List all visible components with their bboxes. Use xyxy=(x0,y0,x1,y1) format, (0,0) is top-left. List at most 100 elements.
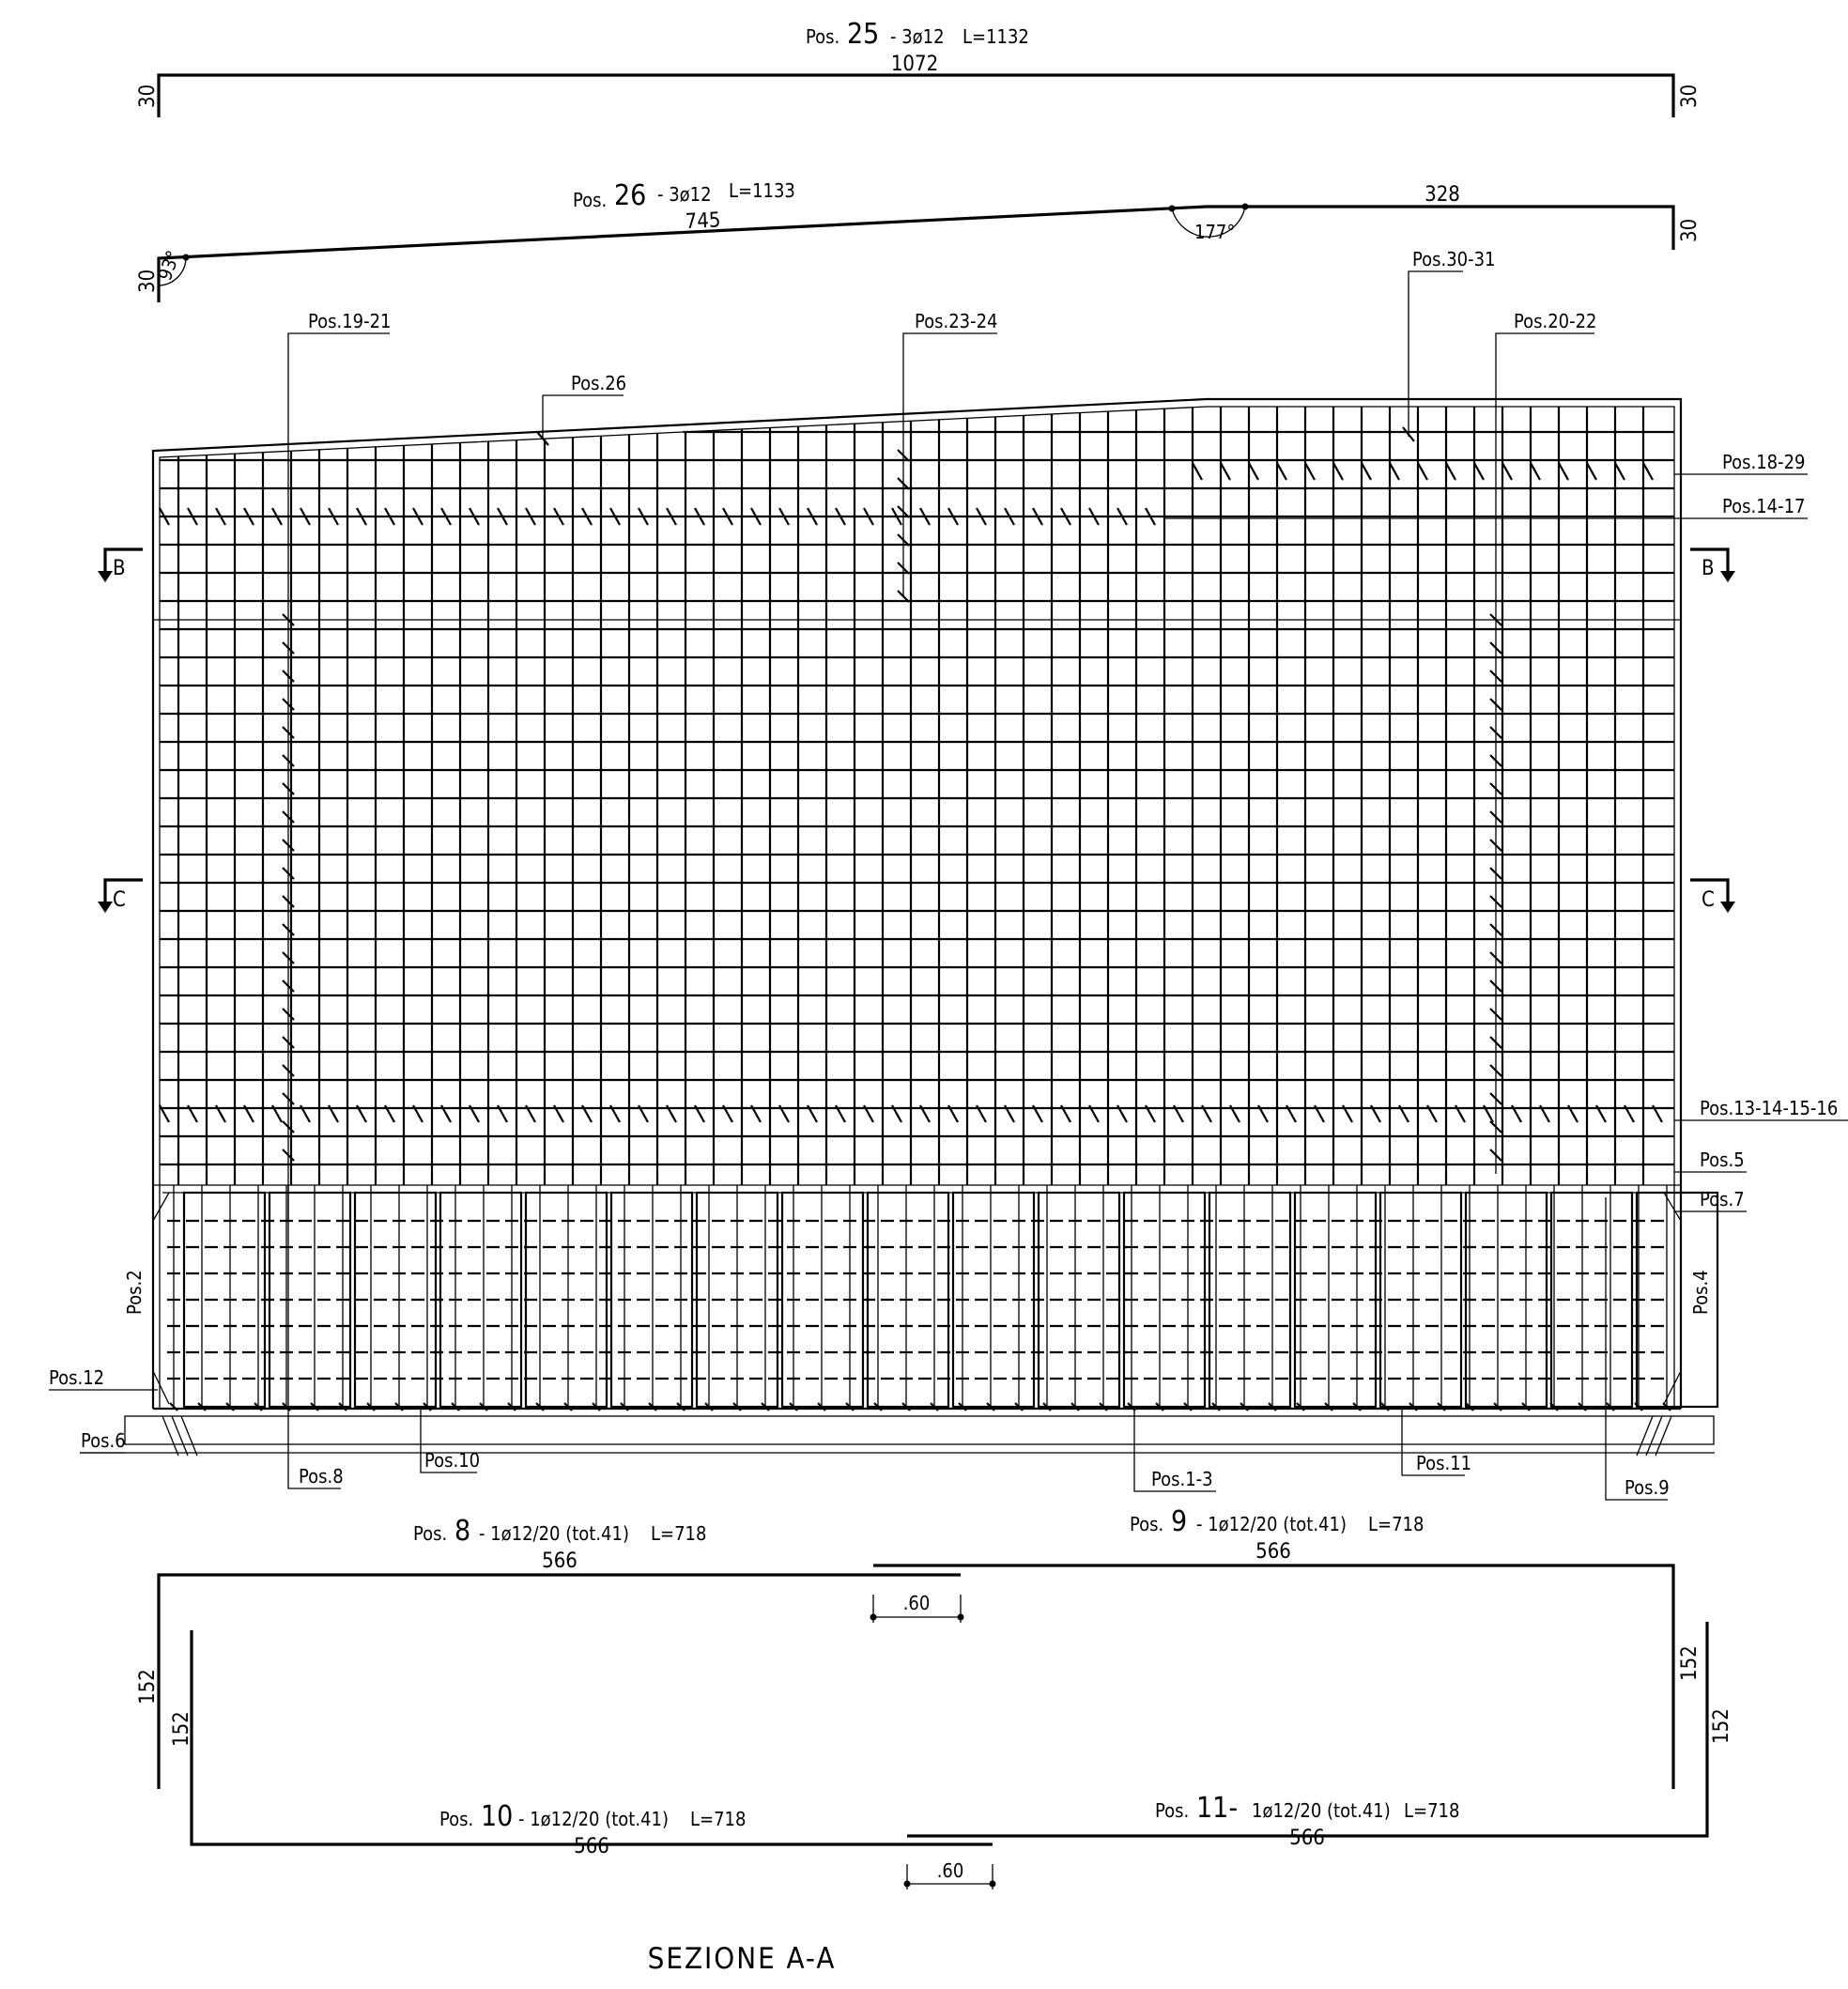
bar-tick xyxy=(1286,1104,1297,1123)
pos8-length: L=718 xyxy=(651,1522,706,1545)
pos26-number: 26 xyxy=(614,179,646,212)
bar-tick xyxy=(525,1104,536,1123)
bar-tick xyxy=(1398,1104,1409,1123)
bar-tick xyxy=(243,507,254,526)
callout-pos23-24: Pos.23-24 xyxy=(915,310,998,332)
bar-tick xyxy=(891,1104,902,1123)
bar-tick xyxy=(694,1104,705,1123)
pos10-prefix: Pos. xyxy=(439,1808,473,1830)
bar-tick xyxy=(300,507,311,526)
bar-tick xyxy=(609,507,621,526)
section-b-left-label: B xyxy=(113,557,126,580)
pos11-spec: 1ø12/20 (tot.41) xyxy=(1252,1799,1391,1822)
bar-tick xyxy=(947,507,959,526)
bar-tick xyxy=(1558,462,1569,481)
bar-tick xyxy=(722,1104,733,1123)
bar-tick xyxy=(1032,1104,1043,1123)
pos4-bar xyxy=(1663,1192,1682,1405)
bar-tick xyxy=(919,1104,931,1123)
callout-pos1-3-leader xyxy=(1133,1409,1216,1492)
bar-tick xyxy=(581,1104,593,1123)
pos26-angle-mid: 177° xyxy=(1194,221,1235,243)
section-mark-b-left: B xyxy=(98,547,143,582)
wall-elevation xyxy=(151,397,1683,1411)
bar-tick xyxy=(215,1104,226,1123)
callout-pos8: Pos.8 xyxy=(299,1465,344,1488)
pos10-length: L=718 xyxy=(690,1808,746,1830)
section-c-left-label: C xyxy=(113,888,126,912)
callout-pos26: Pos.26 xyxy=(571,372,626,394)
bar-tick xyxy=(1145,507,1156,526)
callout-pos9-leader xyxy=(1605,1197,1668,1501)
bar-tick xyxy=(187,507,198,526)
bar-tick xyxy=(1201,1104,1212,1123)
pos8-number: 8 xyxy=(454,1515,470,1548)
bar-tick xyxy=(1314,1104,1325,1123)
pos26-angle-arc-left xyxy=(158,256,187,286)
section-c-right-label: C xyxy=(1702,888,1715,912)
footing-stirrups xyxy=(173,1185,1719,1409)
bar-tick xyxy=(1445,462,1456,481)
bar-tick xyxy=(159,507,170,526)
bar-tick xyxy=(1455,1104,1466,1123)
bar-pos9: Pos. 9 - 1ø12/20 (tot.41) L=718 566 152 xyxy=(873,1505,1702,1789)
bar-tick xyxy=(271,1104,283,1123)
bar-tick xyxy=(1192,462,1203,481)
bar-tick xyxy=(835,1104,846,1123)
bar-tick xyxy=(469,1104,480,1123)
bar-tick xyxy=(1595,1104,1607,1123)
bar-tick xyxy=(1257,1104,1269,1123)
bar-tick xyxy=(412,507,424,526)
pos25-prefix: Pos. xyxy=(806,25,839,48)
bar-tick xyxy=(638,1104,649,1123)
bar-tick xyxy=(947,1104,959,1123)
bar-tick xyxy=(976,507,987,526)
pos11-dim-horiz: 566 xyxy=(1289,1827,1325,1850)
wall-outline xyxy=(151,397,1683,1409)
callout-pos5: Pos.5 xyxy=(1700,1149,1745,1171)
overlap-bottom-label: .60 xyxy=(937,1859,964,1882)
callout-pos8-leader xyxy=(287,1185,341,1489)
bar-tick xyxy=(497,1104,508,1123)
pos26-prefix: Pos. xyxy=(573,189,607,211)
pos25-dim-leg-right: 30 xyxy=(1678,85,1702,108)
bar-tick xyxy=(1567,1104,1578,1123)
bar-tick xyxy=(553,507,564,526)
section-mark-c-left: C xyxy=(98,878,143,913)
bar-pos26: Pos. 26 - 3ø12 L=1133 745 328 93° 177° 3… xyxy=(136,179,1702,302)
pos26-angle-arc-mid xyxy=(1171,206,1246,238)
pos25-spec: - 3ø12 xyxy=(890,25,945,48)
callout-pos1-3: Pos.1-3 xyxy=(1151,1468,1213,1490)
bar-tick xyxy=(300,1104,311,1123)
callout-pos7: Pos.7 xyxy=(1700,1188,1745,1210)
callout-pos11: Pos.11 xyxy=(1416,1452,1471,1474)
bar-tick xyxy=(271,507,283,526)
bar-tick xyxy=(215,507,226,526)
callout-pos30-31: Pos.30-31 xyxy=(1412,248,1496,270)
callout-pos30-31-leader xyxy=(1408,270,1463,437)
bar-tick xyxy=(1511,1104,1522,1123)
bar-tick xyxy=(694,507,705,526)
bar-tick xyxy=(666,507,677,526)
bar-tick xyxy=(891,507,902,526)
bar-tick xyxy=(1652,1104,1663,1123)
bar-tick xyxy=(1004,507,1015,526)
pos25-dim-main: 1072 xyxy=(891,53,938,76)
bar-tick xyxy=(1586,462,1597,481)
pos9-leader xyxy=(1636,1415,1654,1457)
pos9-length: L=718 xyxy=(1368,1513,1424,1535)
overlap-top-label: .60 xyxy=(903,1592,931,1614)
mesh-horizontal-bars xyxy=(160,430,1674,1166)
bar-tick xyxy=(750,1104,762,1123)
bar-tick xyxy=(807,1104,818,1123)
bar-tick xyxy=(750,507,762,526)
bar-tick xyxy=(1539,1104,1550,1123)
bar-tick xyxy=(328,507,339,526)
bar-tick xyxy=(553,1104,564,1123)
bar-tick xyxy=(384,1104,395,1123)
mesh-vertical-bars xyxy=(177,407,1645,1185)
pos10-number: 10 xyxy=(481,1800,513,1833)
pos26-length: L=1133 xyxy=(729,179,795,202)
pos25-number: 25 xyxy=(847,18,879,51)
pos11-number: 11- xyxy=(1196,1792,1238,1825)
